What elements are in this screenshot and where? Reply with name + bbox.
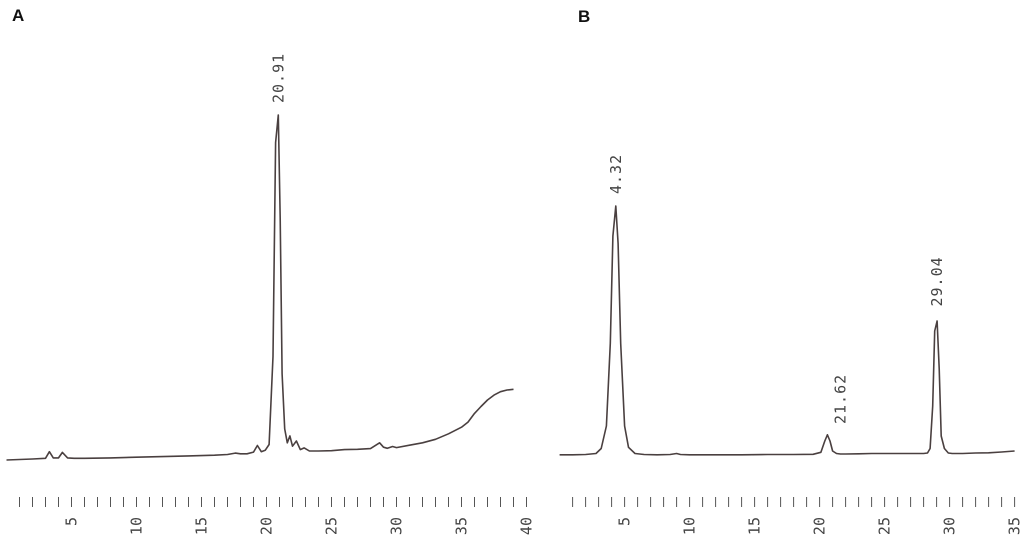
panel-label-b: B <box>578 7 590 26</box>
peak-label: 21.62 <box>832 374 850 424</box>
x-tick-label: 20 <box>811 517 829 535</box>
chromatogram-trace <box>6 114 514 461</box>
x-tick-label: 20 <box>258 517 276 535</box>
x-tick-label: 10 <box>128 517 146 535</box>
x-tick-label: 15 <box>746 517 764 535</box>
x-tick-label: 25 <box>323 517 341 535</box>
chromatogram-a: 5 10 15 20 25 30 35 40 20.91 <box>6 53 536 535</box>
peak-label: 29.04 <box>928 256 946 306</box>
x-tick-label: 40 <box>518 517 536 535</box>
peak-label: 20.91 <box>269 53 287 103</box>
x-tick-label: 5 <box>616 517 634 526</box>
x-tick-label: 35 <box>1006 517 1024 535</box>
x-tick-label: 10 <box>681 517 699 535</box>
x-tick-label: 25 <box>876 517 894 535</box>
x-tick-label: 15 <box>193 517 211 535</box>
x-tick-label: 30 <box>388 517 406 535</box>
x-tick-label: 5 <box>63 517 81 526</box>
x-tick-label: 30 <box>941 517 959 535</box>
chromatogram-b: 5 10 15 20 25 30 35 4.32 21.62 29.04 <box>559 154 1024 535</box>
x-tick-label: 35 <box>453 517 471 535</box>
panel-label-a: A <box>12 6 24 25</box>
chromatogram-trace <box>559 205 1015 456</box>
peak-label: 4.32 <box>607 154 625 194</box>
